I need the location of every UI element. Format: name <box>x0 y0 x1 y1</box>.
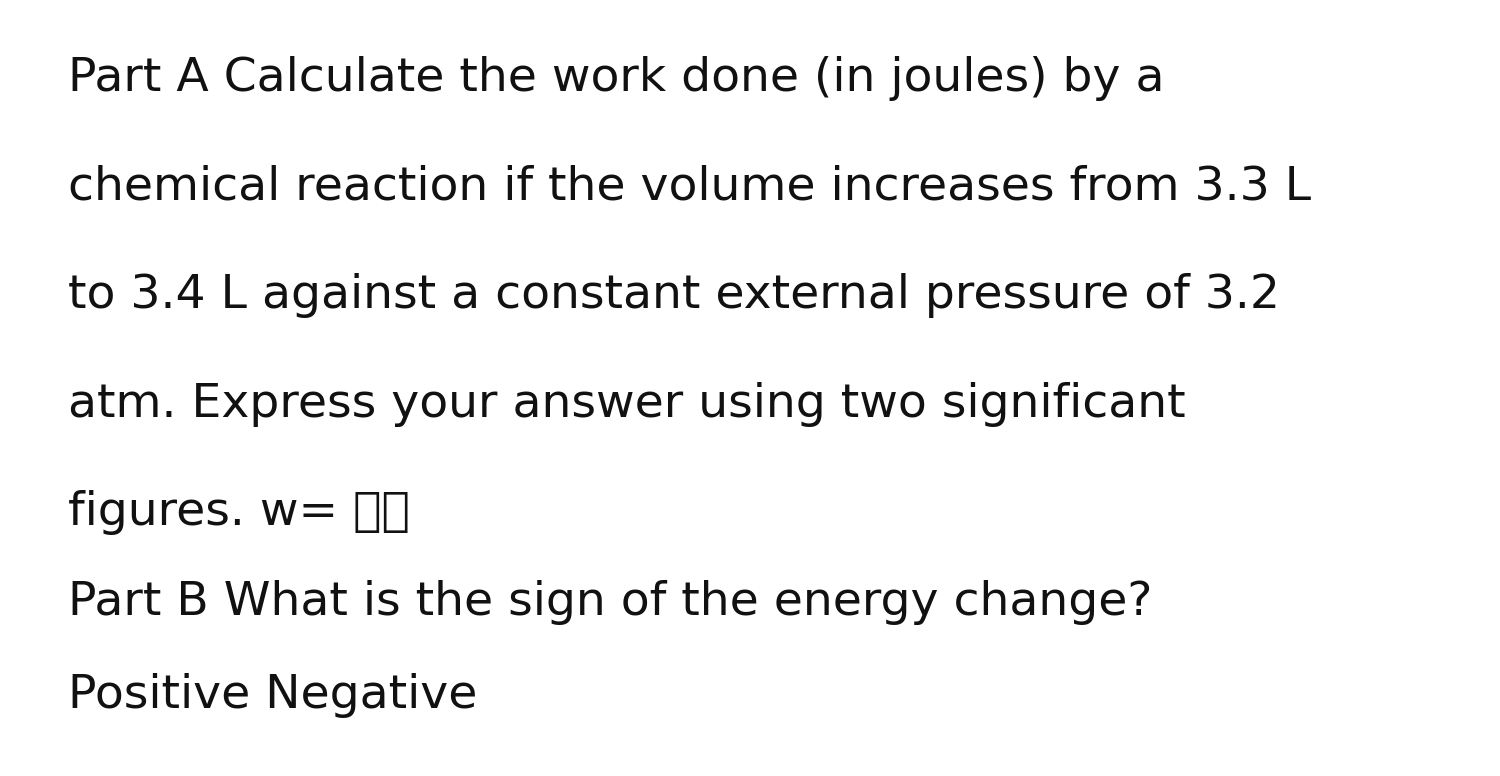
Text: chemical reaction if the volume increases from 3.3 L: chemical reaction if the volume increase… <box>68 165 1311 210</box>
Text: to 3.4 L against a constant external pressure of 3.2: to 3.4 L against a constant external pre… <box>68 273 1280 318</box>
Text: Part B What is the sign of the energy change?: Part B What is the sign of the energy ch… <box>68 580 1152 625</box>
Text: figures. w= ⧈⧈: figures. w= ⧈⧈ <box>68 490 410 535</box>
Text: Positive Negative: Positive Negative <box>68 673 477 718</box>
Text: Part A Calculate the work done (in joules) by a: Part A Calculate the work done (in joule… <box>68 56 1164 101</box>
Text: atm. Express your answer using two significant: atm. Express your answer using two signi… <box>68 382 1185 427</box>
